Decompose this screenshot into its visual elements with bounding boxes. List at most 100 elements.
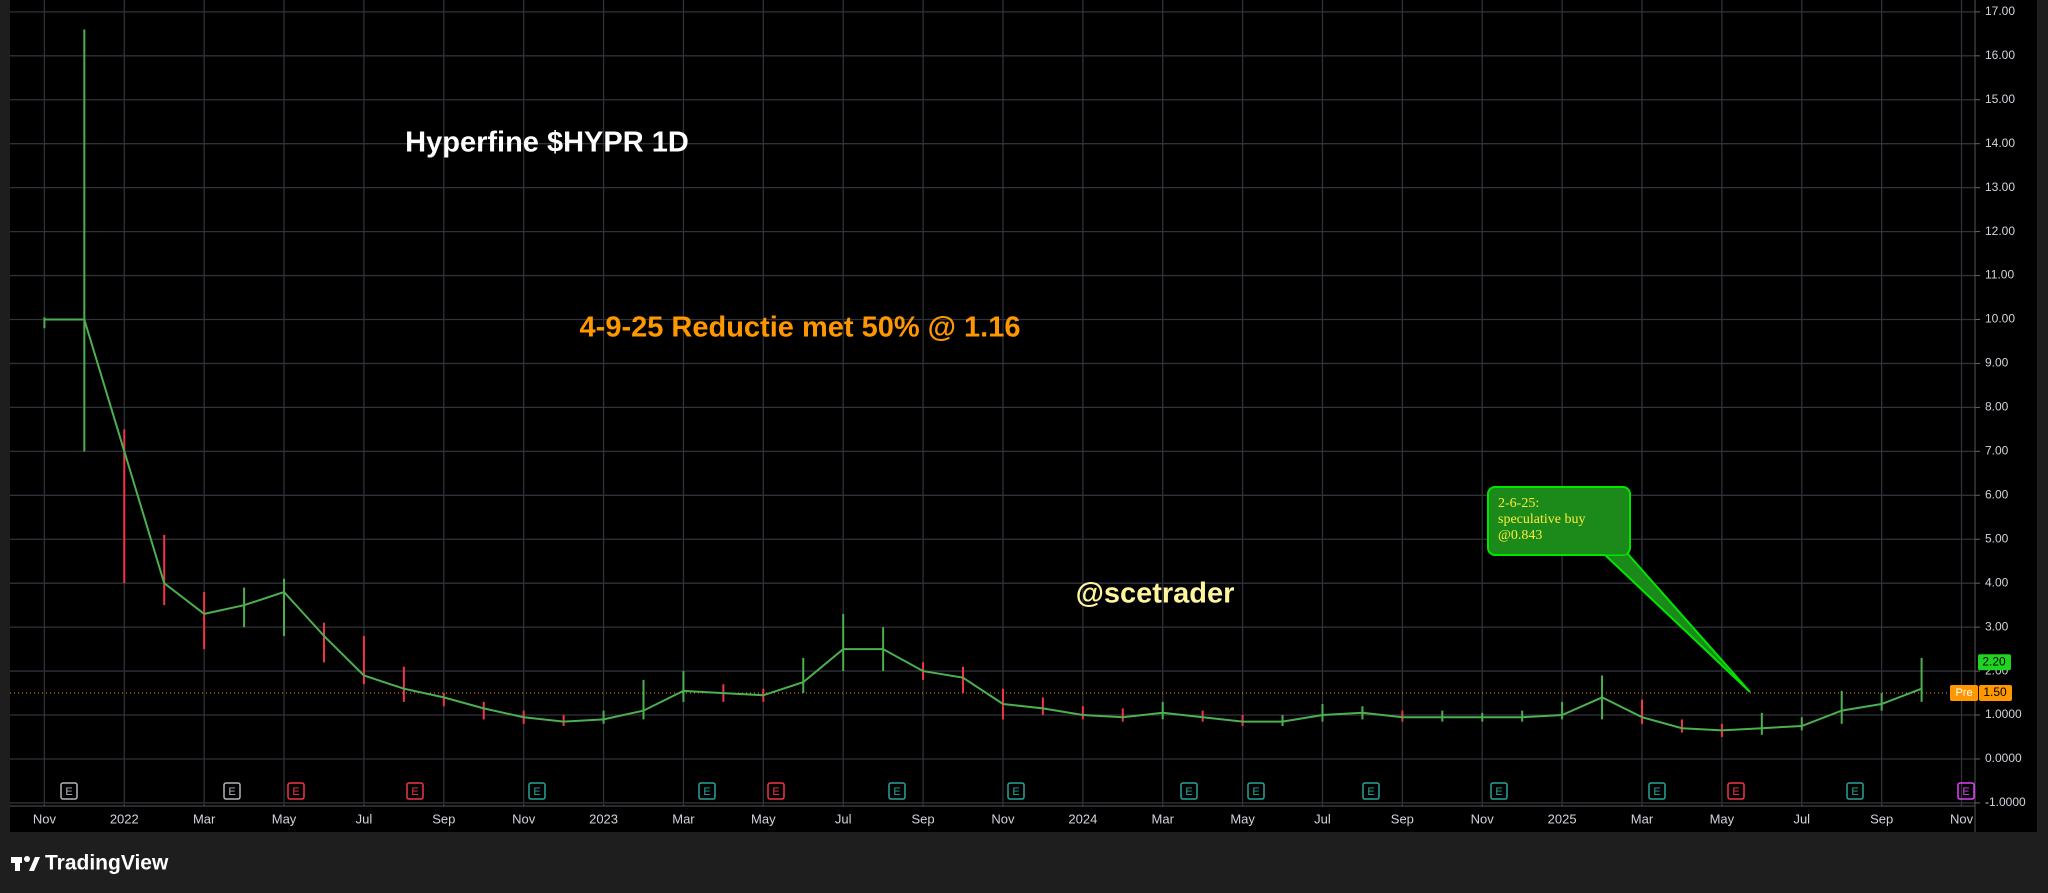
event-label: E — [65, 786, 72, 798]
event-label: E — [893, 786, 900, 798]
event-icon — [287, 782, 305, 800]
y-tick-label: 8.00 — [1985, 400, 2009, 414]
event-icon — [1362, 782, 1380, 800]
callout-box — [1487, 486, 1631, 556]
logo-part — [15, 857, 20, 871]
callout-text: speculative buy — [1498, 512, 1585, 527]
y-tick-label: 6.00 — [1985, 487, 2009, 501]
x-tick-label: Nov — [1950, 811, 1974, 826]
x-tick-label: Jul — [835, 811, 852, 826]
y-tick-label: 12.00 — [1985, 224, 2015, 238]
event-label: E — [292, 786, 299, 798]
event-icon — [698, 782, 716, 800]
x-tick-label: Mar — [1631, 811, 1654, 826]
price-line — [44, 318, 1922, 732]
callout-text: 2-6-25: — [1498, 496, 1539, 511]
x-tick-label: Sep — [432, 811, 455, 826]
last-price-tag — [1978, 654, 2011, 671]
x-tick-label: Jul — [356, 811, 373, 826]
premarket-tag — [1950, 685, 1978, 702]
x-tick-label: Nov — [1471, 811, 1495, 826]
event-label: E — [1962, 786, 1969, 798]
x-tick-label: Nov — [33, 811, 57, 826]
logo-part — [24, 856, 30, 862]
marks — [10, 29, 1975, 800]
event-icon — [60, 782, 78, 800]
event-icon — [1247, 782, 1265, 800]
event-icon — [1007, 782, 1025, 800]
y-tick-label: 9.00 — [1985, 356, 2009, 370]
x-tick-label: Sep — [1391, 811, 1414, 826]
event-icon — [528, 782, 546, 800]
event-label: E — [1185, 786, 1192, 798]
y-tick-label: 3.00 — [1985, 619, 2009, 633]
x-tick-label: Nov — [991, 811, 1015, 826]
event-icon — [767, 782, 785, 800]
x-tick-label: Jul — [1793, 811, 1810, 826]
premarket-tag-label: Pre — [1955, 687, 1972, 699]
event-label: E — [1732, 786, 1739, 798]
y-tick-label: 13.00 — [1985, 180, 2015, 194]
y-tick-label: -1.0000 — [1985, 795, 2026, 809]
event-icon — [1727, 782, 1745, 800]
annotation: @scetrader — [1076, 578, 1235, 610]
x-tick-label: 2024 — [1068, 811, 1097, 826]
x-tick-label: 2025 — [1548, 811, 1577, 826]
x-tick-label: May — [751, 811, 776, 826]
x-tick-label: Mar — [672, 811, 695, 826]
event-icon — [1490, 782, 1508, 800]
x-tick-label: Nov — [512, 811, 536, 826]
last-price-label: 2.20 — [1982, 654, 2006, 668]
event-label: E — [703, 786, 710, 798]
x-tick-label: May — [1230, 811, 1255, 826]
y-tick-label: 14.00 — [1985, 136, 2015, 150]
x-tick-label: Sep — [1870, 811, 1893, 826]
logo-part — [29, 857, 40, 871]
event-icon — [1846, 782, 1864, 800]
event-label: E — [411, 786, 418, 798]
y-tick-label: 16.00 — [1985, 48, 2015, 62]
grid — [10, 0, 1980, 806]
y-tick-label: 17.00 — [1985, 4, 2015, 18]
y-tick-label: 15.00 — [1985, 92, 2015, 106]
callout: 2-6-25: speculative buy @0.843 — [1487, 486, 1751, 693]
y-tick-label: 11.00 — [1985, 268, 2014, 282]
event-label: E — [1252, 786, 1259, 798]
y-tick-label: 5.00 — [1985, 531, 2009, 545]
x-tick-label: Mar — [193, 811, 216, 826]
labels: 17.00 16.00 15.00 14.00 13.00 12.00 11.00 10.00… — [33, 4, 2026, 826]
x-tick-label: Mar — [1152, 811, 1175, 826]
premarket-price-label: 1.50 — [1983, 685, 2007, 699]
event-label: E — [772, 786, 779, 798]
event-icon — [1180, 782, 1198, 800]
y-tick-label: 7.00 — [1985, 444, 2009, 458]
event-icon — [1648, 782, 1666, 800]
y-tick-label: 1.0000 — [1985, 707, 2022, 721]
callout-text: @0.843 — [1498, 528, 1542, 543]
y-tick-label: 10.00 — [1985, 312, 2015, 326]
event-icon — [223, 782, 241, 800]
x-tick-label: Sep — [912, 811, 935, 826]
event-label: E — [1495, 786, 1502, 798]
event-label: E — [1367, 786, 1374, 798]
x-tick-label: May — [1710, 811, 1735, 826]
brand: TradingView — [45, 852, 169, 875]
chart-title: Hyperfine $HYPR 1D — [405, 127, 689, 159]
x-tick-label: May — [272, 811, 297, 826]
brand-logo: TradingView — [11, 852, 169, 875]
x-tick-label: 2023 — [589, 811, 618, 826]
event-icon — [1957, 782, 1975, 800]
event-label: E — [228, 786, 235, 798]
premarket-price-tag — [1979, 685, 2012, 702]
event-icon — [406, 782, 424, 800]
x-tick-label: Jul — [1314, 811, 1331, 826]
y-tick-label: 0.0000 — [1985, 751, 2022, 765]
event-label: E — [1653, 786, 1660, 798]
event-icon — [888, 782, 906, 800]
event-label: E — [533, 786, 540, 798]
event-label: E — [1851, 786, 1858, 798]
chart-area — [10, 0, 2037, 832]
event-label: E — [1012, 786, 1019, 798]
